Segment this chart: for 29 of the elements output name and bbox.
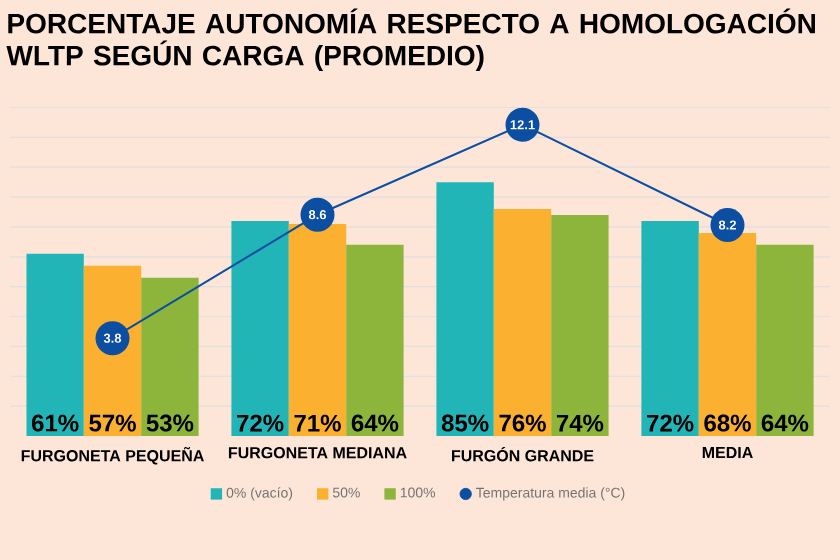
x-tick-label: FURGONETA PEQUEÑA	[21, 447, 204, 465]
bar	[493, 209, 552, 436]
x-tick-label: FURGONETA MEDIANA	[228, 447, 407, 459]
bar	[141, 277, 199, 436]
bar	[436, 182, 494, 436]
bar	[756, 244, 814, 436]
data-label: 72%	[647, 414, 694, 432]
data-label: 53%	[146, 414, 194, 432]
data-label: 85%	[441, 414, 489, 432]
x-tick-label: MEDIA	[702, 447, 753, 459]
data-label: 57%	[89, 414, 136, 432]
bar	[26, 253, 84, 436]
bar	[288, 223, 347, 436]
bar	[83, 265, 142, 436]
data-label: 64%	[761, 414, 809, 432]
bar	[346, 244, 404, 436]
data-label: 71%	[294, 414, 341, 432]
bar	[231, 220, 289, 436]
chart-title: PORCENTAJE AUTONOMÍA RESPECTO A HOMOLOGACIÓN WLTP SEGÚN CARGA (PROMEDIO)	[6, 8, 815, 71]
data-label: 72%	[237, 414, 284, 432]
bar	[551, 214, 609, 436]
data-label: 61%	[31, 414, 79, 432]
bar	[698, 232, 757, 436]
data-label: 74%	[556, 414, 604, 432]
data-label: 64%	[351, 414, 399, 432]
data-label: 76%	[499, 414, 546, 432]
data-label: 68%	[704, 414, 751, 432]
x-tick-label: FURGÓN GRANDE	[452, 447, 594, 462]
bar	[641, 220, 699, 436]
